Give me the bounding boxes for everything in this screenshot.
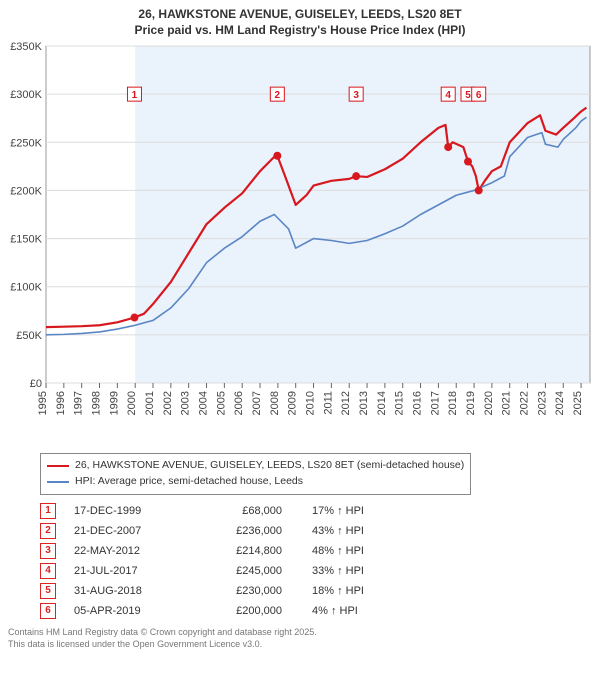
- svg-text:2001: 2001: [144, 391, 156, 415]
- row-date: 17-DEC-1999: [74, 505, 184, 517]
- svg-text:£200K: £200K: [10, 186, 42, 198]
- svg-text:2017: 2017: [429, 391, 441, 415]
- table-row: 2 21-DEC-2007 £236,000 43% ↑ HPI: [40, 521, 594, 541]
- row-marker: 4: [40, 563, 56, 579]
- svg-text:2004: 2004: [198, 391, 210, 415]
- svg-text:1999: 1999: [108, 391, 120, 415]
- legend-item: HPI: Average price, semi-detached house,…: [47, 474, 464, 490]
- legend-box: 26, HAWKSTONE AVENUE, GUISELEY, LEEDS, L…: [40, 453, 471, 495]
- footer-text: Contains HM Land Registry data © Crown c…: [8, 627, 592, 650]
- table-row: 5 31-AUG-2018 £230,000 18% ↑ HPI: [40, 581, 594, 601]
- svg-text:2007: 2007: [251, 391, 263, 415]
- svg-text:2015: 2015: [394, 391, 406, 415]
- svg-text:2010: 2010: [305, 391, 317, 415]
- row-marker: 1: [40, 503, 56, 519]
- row-date: 21-JUL-2017: [74, 565, 184, 577]
- row-pct: 18% ↑ HPI: [300, 585, 402, 597]
- svg-text:2013: 2013: [358, 391, 370, 415]
- svg-text:2003: 2003: [180, 391, 192, 415]
- table-row: 4 21-JUL-2017 £245,000 33% ↑ HPI: [40, 561, 594, 581]
- row-price: £245,000: [202, 565, 282, 577]
- svg-text:1995: 1995: [37, 391, 49, 415]
- chart-area: £0 £50K £100K £150K £200K £250K £300K £350K 1995…: [0, 40, 600, 445]
- svg-text:£350K: £350K: [10, 41, 42, 53]
- svg-text:2024: 2024: [554, 391, 566, 415]
- legend-label: HPI: Average price, semi-detached house,…: [75, 474, 303, 490]
- svg-text:2008: 2008: [269, 391, 281, 415]
- svg-text:2022: 2022: [519, 391, 531, 415]
- svg-text:£150K: £150K: [10, 234, 42, 246]
- svg-text:£250K: £250K: [10, 138, 42, 150]
- footer-line2: This data is licensed under the Open Gov…: [8, 639, 592, 651]
- svg-text:6: 6: [476, 91, 482, 102]
- svg-text:£0: £0: [30, 378, 42, 390]
- row-marker: 6: [40, 603, 56, 619]
- svg-text:2021: 2021: [501, 391, 513, 415]
- svg-text:2009: 2009: [287, 391, 299, 415]
- legend-item: 26, HAWKSTONE AVENUE, GUISELEY, LEEDS, L…: [47, 458, 464, 474]
- row-marker: 3: [40, 543, 56, 559]
- svg-text:2023: 2023: [536, 391, 548, 415]
- row-price: £236,000: [202, 525, 282, 537]
- row-date: 21-DEC-2007: [74, 525, 184, 537]
- row-date: 05-APR-2019: [74, 605, 184, 617]
- svg-text:£100K: £100K: [10, 282, 42, 294]
- chart-svg: £0 £50K £100K £150K £200K £250K £300K £350K 1995…: [0, 40, 600, 445]
- row-price: £214,800: [202, 545, 282, 557]
- row-pct: 17% ↑ HPI: [300, 505, 402, 517]
- svg-text:1997: 1997: [73, 391, 85, 415]
- svg-text:2014: 2014: [376, 391, 388, 415]
- svg-text:2000: 2000: [126, 391, 138, 415]
- svg-text:2006: 2006: [233, 391, 245, 415]
- svg-text:5: 5: [465, 91, 471, 102]
- row-price: £68,000: [202, 505, 282, 517]
- table-row: 6 05-APR-2019 £200,000 4% ↑ HPI: [40, 601, 594, 621]
- svg-text:2016: 2016: [412, 391, 424, 415]
- row-date: 22-MAY-2012: [74, 545, 184, 557]
- svg-text:2011: 2011: [322, 391, 334, 415]
- row-pct: 4% ↑ HPI: [300, 605, 402, 617]
- row-price: £230,000: [202, 585, 282, 597]
- svg-text:1996: 1996: [55, 391, 67, 415]
- row-date: 31-AUG-2018: [74, 585, 184, 597]
- footer-line1: Contains HM Land Registry data © Crown c…: [8, 627, 592, 639]
- svg-text:1: 1: [132, 91, 138, 102]
- svg-text:£300K: £300K: [10, 90, 42, 102]
- title-line2: Price paid vs. HM Land Registry's House …: [8, 22, 592, 38]
- table-row: 1 17-DEC-1999 £68,000 17% ↑ HPI: [40, 501, 594, 521]
- svg-text:4: 4: [445, 91, 451, 102]
- svg-text:3: 3: [353, 91, 359, 102]
- row-marker: 2: [40, 523, 56, 539]
- legend-label: 26, HAWKSTONE AVENUE, GUISELEY, LEEDS, L…: [75, 458, 464, 474]
- svg-text:2020: 2020: [483, 391, 495, 415]
- svg-text:2012: 2012: [340, 391, 352, 415]
- sales-table: 1 17-DEC-1999 £68,000 17% ↑ HPI 2 21-DEC…: [40, 501, 594, 621]
- legend-swatch: [47, 481, 69, 483]
- row-pct: 33% ↑ HPI: [300, 565, 402, 577]
- svg-text:2005: 2005: [215, 391, 227, 415]
- row-pct: 43% ↑ HPI: [300, 525, 402, 537]
- title-line1: 26, HAWKSTONE AVENUE, GUISELEY, LEEDS, L…: [8, 6, 592, 22]
- svg-text:2019: 2019: [465, 391, 477, 415]
- svg-text:2: 2: [275, 91, 281, 102]
- row-pct: 48% ↑ HPI: [300, 545, 402, 557]
- chart-title: 26, HAWKSTONE AVENUE, GUISELEY, LEEDS, L…: [0, 0, 600, 40]
- svg-text:2002: 2002: [162, 391, 174, 415]
- table-row: 3 22-MAY-2012 £214,800 48% ↑ HPI: [40, 541, 594, 561]
- row-price: £200,000: [202, 605, 282, 617]
- svg-text:2018: 2018: [447, 391, 459, 415]
- row-marker: 5: [40, 583, 56, 599]
- legend-swatch: [47, 465, 69, 467]
- svg-text:2025: 2025: [572, 391, 584, 415]
- svg-text:1998: 1998: [91, 391, 103, 415]
- svg-text:£50K: £50K: [16, 330, 42, 342]
